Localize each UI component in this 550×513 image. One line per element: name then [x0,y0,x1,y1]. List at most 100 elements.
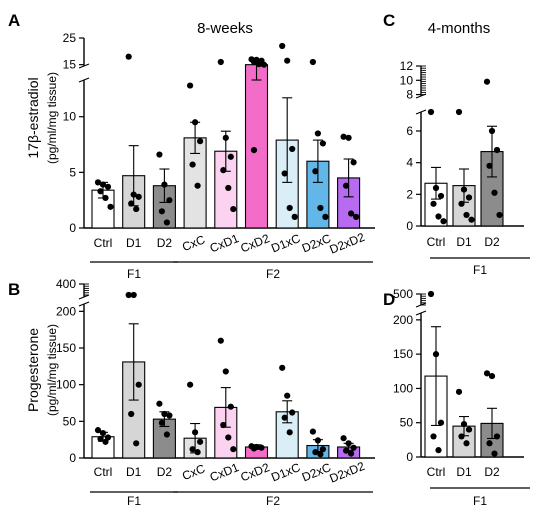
data-point-d1 [468,216,475,223]
title-panel-c: 4-months [428,20,491,37]
x-tick-label-cxd2: CxD2 [238,231,271,255]
y-tick-label: 12 [400,59,414,73]
data-point-d1 [463,440,470,447]
data-point-d1 [458,433,465,440]
data-point-d1xc [284,392,291,399]
y-tick-label: 8 [406,88,413,102]
data-point-d1xc [279,42,286,50]
data-point-d2 [158,419,165,426]
data-point-d2xd2 [345,440,352,447]
data-point-d2xd2 [340,133,347,140]
y-tick-label: 0 [406,450,413,464]
data-point-cxd1 [220,421,227,429]
data-point-ctrl [430,433,437,440]
data-point-d1 [133,440,140,447]
data-point-d2 [493,433,501,440]
data-point-d1 [128,410,135,418]
y-tick-label: 5 [69,165,76,179]
x-tick-label-d1: D1 [456,465,472,479]
ylabel-panel-a: 17β-estradiol [25,77,41,158]
y-tick-label: 100 [56,378,76,392]
y-tick-label: 150 [56,341,76,355]
data-point-d2xd2 [340,435,347,442]
data-point-d2 [488,127,496,135]
data-point-d2 [496,211,503,219]
group-label-f2: F2 [266,267,280,281]
data-point-ctrl [94,179,102,186]
data-point-d1 [125,291,132,299]
chart-panel-d: 0 50 100 150 200 500 Ctrl D1 D2 F1 [393,287,530,508]
panel-label-c: C [383,11,395,30]
data-point-cxd1 [227,153,234,160]
data-point-ctrl [440,218,447,225]
data-point-d2xd2 [353,213,360,220]
data-point-cxd1 [230,205,237,213]
axis-break-mark [415,310,427,316]
data-point-d2 [486,162,493,169]
data-point-cxc [192,119,199,126]
x-tick-label-d2: D2 [157,236,173,250]
x-tick-label-cxd2: CxD2 [238,460,271,484]
x-tick-label-d1: D1 [126,236,142,250]
x-tick-label-cxc: CxC [180,232,207,254]
data-point-d1xc [289,409,296,416]
y-tick-label: 10 [63,110,77,124]
y-tick-label: 10 [400,73,414,87]
data-point-ctrl [435,447,442,454]
data-point-d1xc [284,57,291,64]
data-point-d1 [133,205,140,213]
data-point-ctrl [427,290,435,298]
data-point-ctrl [99,429,107,437]
panel-label-a: A [8,11,20,30]
data-point-d2 [156,151,163,158]
data-point-d1 [458,200,465,207]
data-point-ctrl [99,181,107,188]
data-point-d2 [163,431,170,438]
data-point-ctrl [97,188,104,195]
data-point-d2 [493,146,501,154]
group-label-f2: F2 [266,494,280,508]
data-point-d1xc [286,429,293,436]
data-point-d1 [463,211,470,219]
y-tick-label: 15 [63,58,77,72]
x-tick-label-cxc: CxC [180,461,207,483]
data-point-d2xc [312,168,319,175]
data-point-ctrl [430,200,437,207]
x-tick-label-ctrl: Ctrl [427,465,446,479]
group-label-f1: F1 [473,263,487,277]
x-tick-label-ctrl: Ctrl [94,465,113,479]
data-point-d2xc [314,130,321,137]
x-tick-label-d1xc: D1xC [269,460,302,484]
data-point-d1 [130,191,137,198]
data-point-d2xd2 [345,134,352,141]
data-point-cxd2 [250,147,258,154]
data-point-cxc [189,446,196,453]
x-tick-label-d2: D2 [484,235,500,249]
data-point-d2 [491,189,498,196]
data-point-d1 [455,388,463,395]
data-point-d2xd2 [343,182,350,189]
data-point-d2xc [317,204,324,212]
axis-break-mark [78,63,90,69]
data-point-d2 [161,181,168,188]
data-point-d1 [465,194,473,201]
data-point-d1 [460,186,468,193]
data-point-d2 [483,370,491,377]
data-point-d2 [491,450,498,457]
data-point-d2 [483,78,491,85]
data-point-d2xd2 [343,447,350,454]
ylabel-sub-panel-b: (pg/ml/mg tissue) [45,324,59,416]
data-point-cxc [192,429,199,436]
data-point-ctrl [107,203,114,210]
y-tick-label: 4 [406,156,413,170]
data-point-d2xd2 [350,159,357,166]
data-point-cxd1 [225,434,232,441]
data-point-cxc [197,138,204,145]
group-label-f1: F1 [127,267,141,281]
x-tick-label-d2xd2: D2xD2 [327,459,367,486]
data-point-d2 [161,410,168,418]
x-tick-label-d2: D2 [484,465,500,479]
